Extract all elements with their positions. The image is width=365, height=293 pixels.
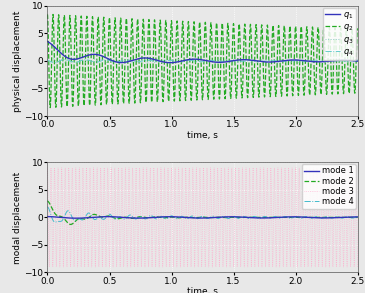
- Legend: $q_1$, $q_2$, $q_3$, $q_4$: $q_1$, $q_2$, $q_3$, $q_4$: [323, 8, 356, 60]
- X-axis label: time, s: time, s: [187, 131, 218, 139]
- Legend: mode 1, mode 2, mode 3, mode 4: mode 1, mode 2, mode 3, mode 4: [301, 164, 356, 209]
- X-axis label: time, s: time, s: [187, 287, 218, 293]
- Y-axis label: physical displacement: physical displacement: [12, 10, 22, 112]
- Y-axis label: modal displacement: modal displacement: [12, 171, 22, 263]
